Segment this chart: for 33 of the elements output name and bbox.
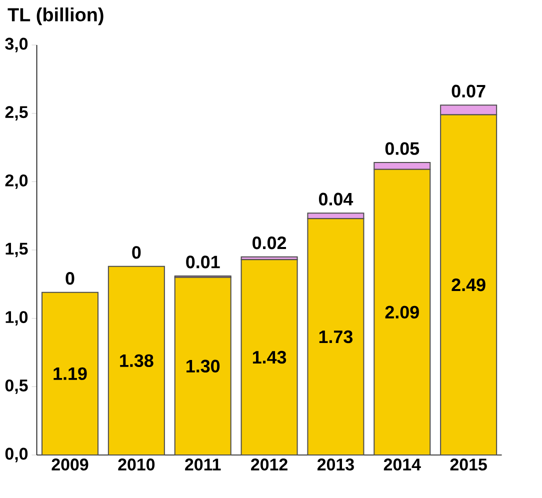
x-tick-label: 2014 [384,458,421,471]
data-label: 1.30 [186,360,220,373]
bar [174,276,232,456]
bar [108,266,165,456]
x-tick-label: 2011 [185,458,221,471]
data-label: 0.07 [452,84,486,98]
data-label: 0.05 [385,142,420,155]
data-label: 2.49 [452,278,486,292]
bar [42,292,98,456]
x-tick-label: 2010 [118,458,155,471]
x-tick-label: 2012 [251,458,288,471]
y-tick-label: 2,5 [5,106,28,121]
y-tick-label: 2,0 [5,174,28,189]
data-label: 1.38 [120,354,154,368]
data-label: 1.19 [54,367,87,380]
x-tick-label: 2009 [52,458,88,471]
data-label: 0 [66,272,74,285]
data-label: 1.43 [252,350,286,364]
data-label: 0.02 [252,236,286,250]
y-tick-label: 0,0 [5,448,28,462]
data-label: 0.01 [186,256,220,268]
y-tick-label: 1,5 [6,242,28,258]
y-axis-title: TL (billion) [8,8,104,26]
y-tick-label: 3,0 [5,38,28,52]
bar [240,259,298,456]
x-tick-label: 2015 [450,458,487,471]
y-tick-label: 0,5 [5,379,28,394]
data-label: 2.09 [385,306,419,319]
x-tick-label: 2013 [317,458,354,471]
y-tick-label: 1,0 [6,311,28,326]
data-label: 1.73 [319,330,353,344]
data-label: 0.04 [318,192,354,206]
data-label: 0 [132,246,141,259]
